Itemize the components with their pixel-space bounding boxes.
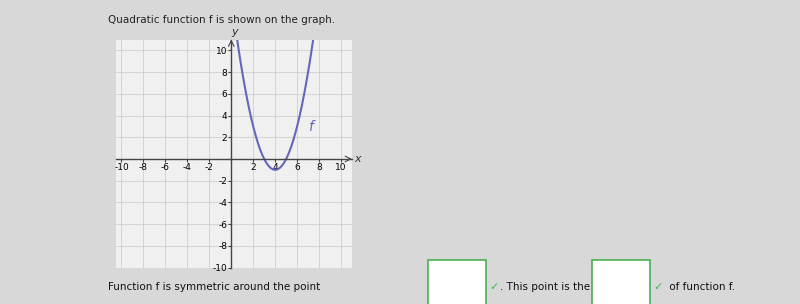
Text: . This point is the: . This point is the: [500, 282, 594, 292]
Text: $f$: $f$: [308, 119, 317, 134]
Text: x: x: [354, 154, 361, 164]
Text: Function f is symmetric around the point: Function f is symmetric around the point: [108, 282, 323, 292]
Text: (4,-1): (4,-1): [437, 282, 463, 292]
FancyBboxPatch shape: [428, 260, 486, 304]
Text: v: v: [637, 283, 642, 292]
Text: Quadratic function f is shown on the graph.: Quadratic function f is shown on the gra…: [108, 15, 335, 25]
Text: of function f.: of function f.: [666, 282, 734, 292]
Text: minimum: minimum: [592, 282, 638, 292]
Text: y: y: [231, 27, 238, 37]
Text: ✓: ✓: [490, 282, 499, 292]
Text: ✓: ✓: [654, 282, 663, 292]
FancyBboxPatch shape: [592, 260, 650, 304]
Text: v: v: [470, 283, 475, 292]
